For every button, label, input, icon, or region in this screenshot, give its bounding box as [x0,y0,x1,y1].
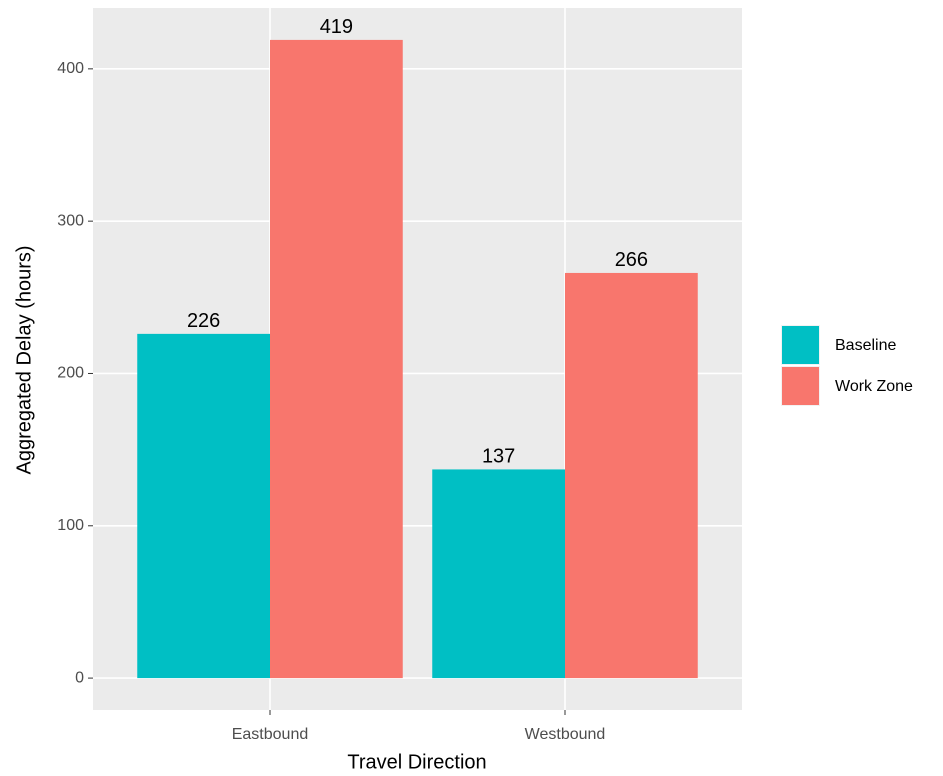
bar [565,272,698,679]
legend-swatch [782,326,819,364]
y-tick-label: 300 [57,212,84,229]
legend-label: Baseline [835,337,896,354]
x-axis-title: Travel Direction [347,751,486,773]
value-label: 419 [320,16,353,38]
y-axis-title: Aggregated Delay (hours) [13,245,35,474]
x-tick-label: Westbound [525,726,606,743]
bar [270,39,403,679]
y-tick-label: 200 [57,365,84,382]
legend-label: Work Zone [835,378,913,395]
bar [137,333,270,679]
y-tick-label: 100 [57,517,84,534]
value-label: 266 [615,249,648,271]
bar [432,469,565,679]
y-tick-label: 0 [75,669,84,686]
y-tick-label: 400 [57,60,84,77]
legend-swatch [782,367,819,405]
value-label: 137 [482,446,515,468]
value-label: 226 [187,310,220,332]
x-tick-label: Eastbound [232,726,309,743]
